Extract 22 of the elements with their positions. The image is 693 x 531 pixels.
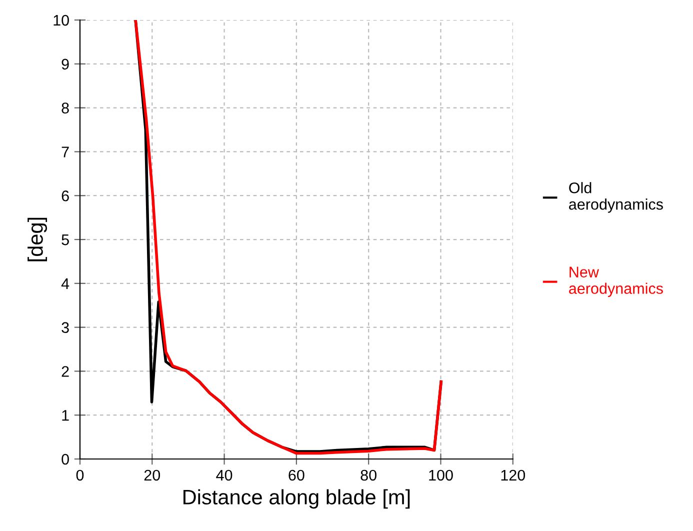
x-tick-label: 100 — [429, 470, 453, 481]
y-axis-title: [deg] — [28, 218, 48, 262]
x-tick-label: 40 — [216, 470, 232, 481]
y-tick-label: 5 — [62, 234, 69, 246]
y-tick-label: 4 — [61, 278, 70, 289]
x-tick-label: 60 — [288, 470, 304, 481]
x-tick-label: 0 — [76, 470, 84, 481]
y-tick-label: 6 — [62, 190, 69, 202]
y-tick-label: 8 — [62, 102, 69, 114]
x-axis-title: Distance along blade [m] — [184, 489, 410, 509]
y-tick-label: 1 — [62, 410, 69, 421]
x-tick-label: 80 — [360, 470, 376, 481]
y-tick-label: 9 — [62, 58, 69, 70]
y-tick-label: 7 — [62, 146, 69, 158]
y-tick-label: 2 — [62, 366, 69, 377]
y-tick-label: 3 — [62, 322, 69, 333]
x-tick-label: 120 — [501, 470, 526, 481]
legend-label: Old aerodynamics — [569, 182, 663, 213]
x-tick-label: 20 — [144, 470, 160, 481]
y-tick-label: 10 — [54, 14, 69, 26]
legend-label: New aerodynamics — [569, 266, 663, 297]
y-tick-label: 0 — [62, 454, 69, 465]
